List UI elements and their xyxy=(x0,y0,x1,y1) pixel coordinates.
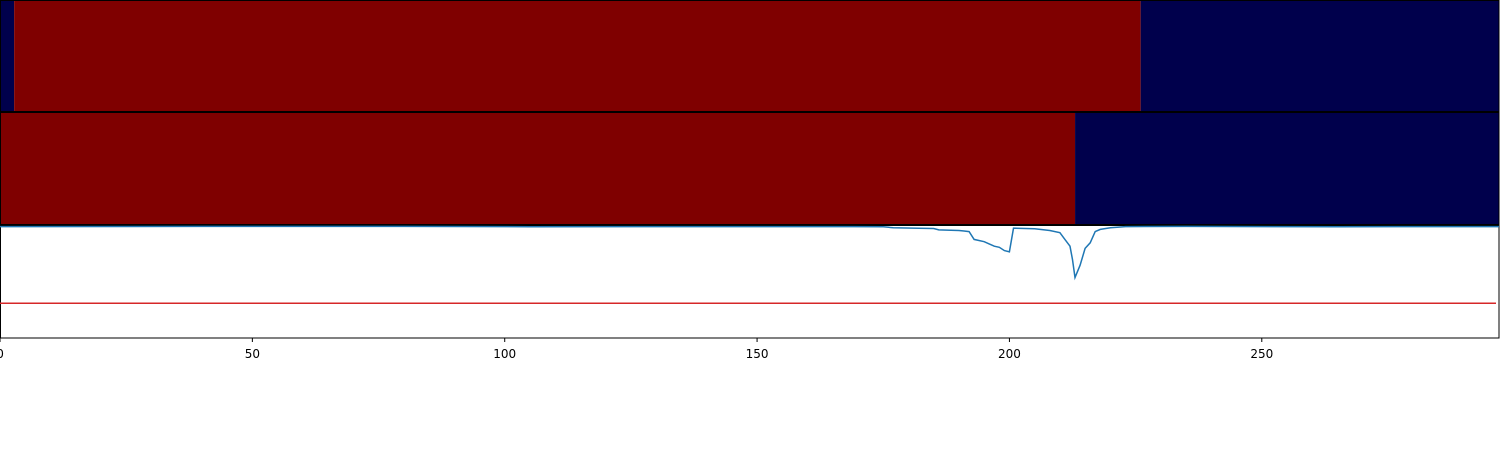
x-tick-label: 0 xyxy=(0,347,4,361)
heatmap-segment xyxy=(0,1,14,112)
heatmap-segment xyxy=(0,113,1075,225)
heatmap-segment xyxy=(14,1,1141,112)
x-tick-label: 250 xyxy=(1250,347,1273,361)
x-tick-label: 150 xyxy=(746,347,769,361)
x-tick-label: 200 xyxy=(998,347,1021,361)
heatmap-band-middle xyxy=(0,113,1499,226)
x-axis: 0 50 100 150 200 250 xyxy=(0,338,1273,361)
x-tick-label: 100 xyxy=(493,347,516,361)
heatmap-segment xyxy=(1141,1,1499,112)
heatmap-segment xyxy=(1075,113,1499,225)
line-plot-frame xyxy=(1,226,1500,339)
heatmap-band-top xyxy=(0,1,1499,113)
x-tick-label: 50 xyxy=(245,347,260,361)
line-plot-panel xyxy=(0,226,1499,339)
